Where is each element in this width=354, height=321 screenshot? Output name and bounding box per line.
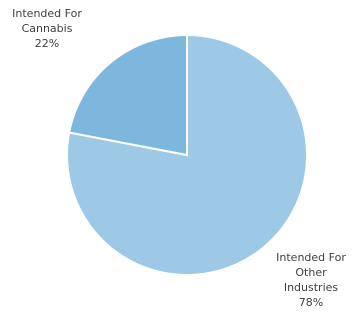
pie-slices [66, 33, 308, 276]
slice-label-cannabis: Intended For Cannabis 22% [0, 6, 94, 51]
slice-label-other-line-2: Other [295, 266, 327, 279]
slice-label-other-line-1: Intended For [276, 251, 346, 264]
slice-value-other-industries: 78% [298, 296, 324, 309]
slice-value-cannabis: 22% [34, 37, 60, 50]
slice-label-cannabis-line-2: Cannabis [21, 22, 73, 35]
slice-label-cannabis-line-1: Intended For [12, 7, 82, 20]
pie-slice-cannabis [67, 33, 188, 157]
slice-label-other-line-3: Industries [283, 281, 339, 294]
slice-label-other-industries: Intended For Other Industries 78% [268, 250, 354, 310]
